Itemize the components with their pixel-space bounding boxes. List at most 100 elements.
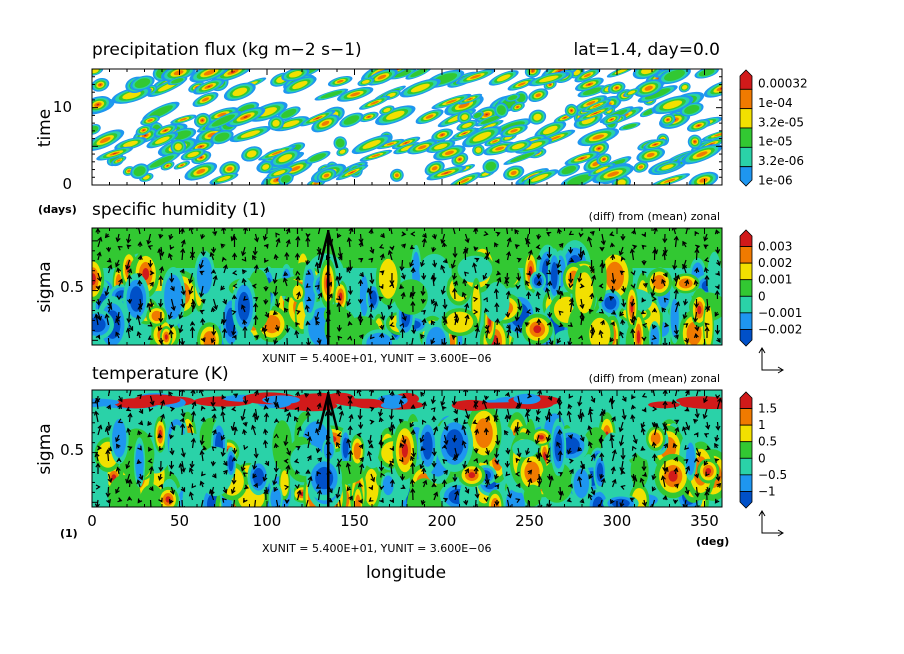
wind-vector-head — [220, 243, 226, 249]
wind-vector-head — [450, 263, 456, 269]
wind-vector — [527, 478, 532, 488]
panel2-ytick-05: 0.5 — [60, 278, 84, 296]
wind-vector-head — [253, 264, 259, 270]
wind-vector — [557, 285, 561, 295]
wind-vector — [181, 249, 184, 261]
wind-vector-head — [421, 401, 427, 407]
wind-vector — [632, 453, 636, 462]
colorbar-label: 1e-06 — [758, 173, 793, 187]
wind-vector-head — [641, 322, 648, 328]
wind-vector — [537, 337, 540, 345]
wind-vector — [695, 447, 701, 457]
wind-vector — [317, 490, 321, 501]
wind-vector-head — [693, 279, 699, 285]
wind-vector-head — [464, 468, 469, 474]
precip-cell — [370, 100, 379, 105]
precip-cell — [290, 165, 301, 172]
wind-vector-head — [356, 432, 362, 438]
wind-vector-head — [401, 243, 407, 249]
precip-cell — [444, 172, 449, 174]
wind-vector — [580, 464, 585, 475]
wind-vector-head — [620, 318, 626, 324]
wind-vector-head — [577, 475, 583, 482]
wind-vector-head — [107, 345, 111, 349]
colorbar-segment — [739, 69, 753, 90]
wind-vector-head — [191, 401, 197, 407]
wind-vector — [685, 486, 689, 495]
wind-vector-head — [421, 237, 427, 243]
wind-vector-head — [463, 390, 469, 393]
wind-vector-head — [296, 291, 301, 297]
wind-vector-head — [705, 445, 711, 451]
precip-cell — [315, 117, 320, 120]
wind-vector-head — [588, 474, 594, 480]
wind-vector — [695, 499, 698, 507]
wind-vector-head — [358, 498, 363, 504]
wind-vector-head — [482, 275, 488, 281]
wind-vector-head — [662, 422, 668, 428]
wind-vector-head — [284, 407, 289, 413]
wind-vector — [674, 275, 679, 287]
anomaly-cell — [592, 496, 605, 507]
wind-vector-head — [126, 238, 132, 244]
wind-vector-head — [199, 292, 205, 298]
precip-cell — [592, 134, 605, 140]
wind-vector-head — [346, 313, 352, 319]
wind-vector-head — [115, 262, 120, 268]
wind-vector-head — [127, 299, 133, 305]
wind-vector-head — [451, 275, 458, 281]
wind-vector-head — [379, 244, 385, 249]
wind-vector-head — [178, 314, 184, 320]
wind-vector-head — [179, 390, 185, 393]
anomaly-cell — [652, 275, 666, 290]
wind-vector — [348, 238, 351, 248]
wind-vector-head — [588, 440, 593, 447]
wind-vector-head — [453, 280, 458, 286]
wind-vector — [265, 413, 268, 423]
wind-vector-head — [661, 251, 668, 257]
wind-vector-head — [211, 330, 217, 336]
wind-vector-head — [674, 334, 679, 340]
colorbar-label: −0.5 — [758, 468, 787, 482]
wind-vector — [674, 390, 678, 397]
wind-vector-head — [651, 324, 657, 330]
wind-vector-head — [441, 479, 448, 485]
wind-vector-head — [347, 398, 353, 404]
wind-vector — [97, 425, 102, 436]
wind-vector-head — [273, 467, 279, 473]
wind-vector-head — [557, 228, 562, 234]
wind-vector-head — [473, 246, 479, 252]
wind-vector-head — [535, 307, 541, 313]
wind-vector — [590, 275, 596, 287]
wind-vector — [390, 408, 393, 419]
panel1-annotation: lat=1.4, day=0.0 — [574, 40, 720, 60]
wind-vector-head — [169, 406, 176, 412]
wind-vector-head — [546, 321, 552, 327]
wind-vector-head — [484, 450, 490, 456]
anomaly-cell — [686, 321, 702, 345]
wind-vector-head — [527, 469, 533, 475]
wind-vector — [96, 499, 99, 507]
wind-vector — [128, 413, 131, 423]
wind-vector-head — [579, 411, 585, 417]
wind-vector — [674, 289, 678, 300]
wind-vector-head — [389, 390, 395, 396]
wind-vector-head — [104, 291, 110, 297]
precip-cell — [622, 123, 637, 130]
wind-vector-head — [580, 249, 586, 256]
wind-vector-head — [401, 231, 407, 237]
wind-vector-head — [610, 499, 615, 505]
wind-vector-head — [263, 404, 269, 410]
wind-vector-head — [578, 334, 584, 341]
wind-vector — [295, 330, 299, 339]
wind-vector-head — [378, 296, 384, 302]
anomaly-cell — [366, 332, 393, 345]
anomaly-cell — [650, 432, 661, 445]
wind-vector-head — [705, 471, 710, 477]
wind-vector — [181, 499, 184, 507]
wind-vector — [264, 440, 267, 449]
wind-vector-head — [524, 411, 530, 417]
wind-vector-head — [483, 395, 489, 401]
x-unit: (deg) — [696, 535, 729, 548]
panel1-ytick-10: 10 — [53, 98, 72, 116]
